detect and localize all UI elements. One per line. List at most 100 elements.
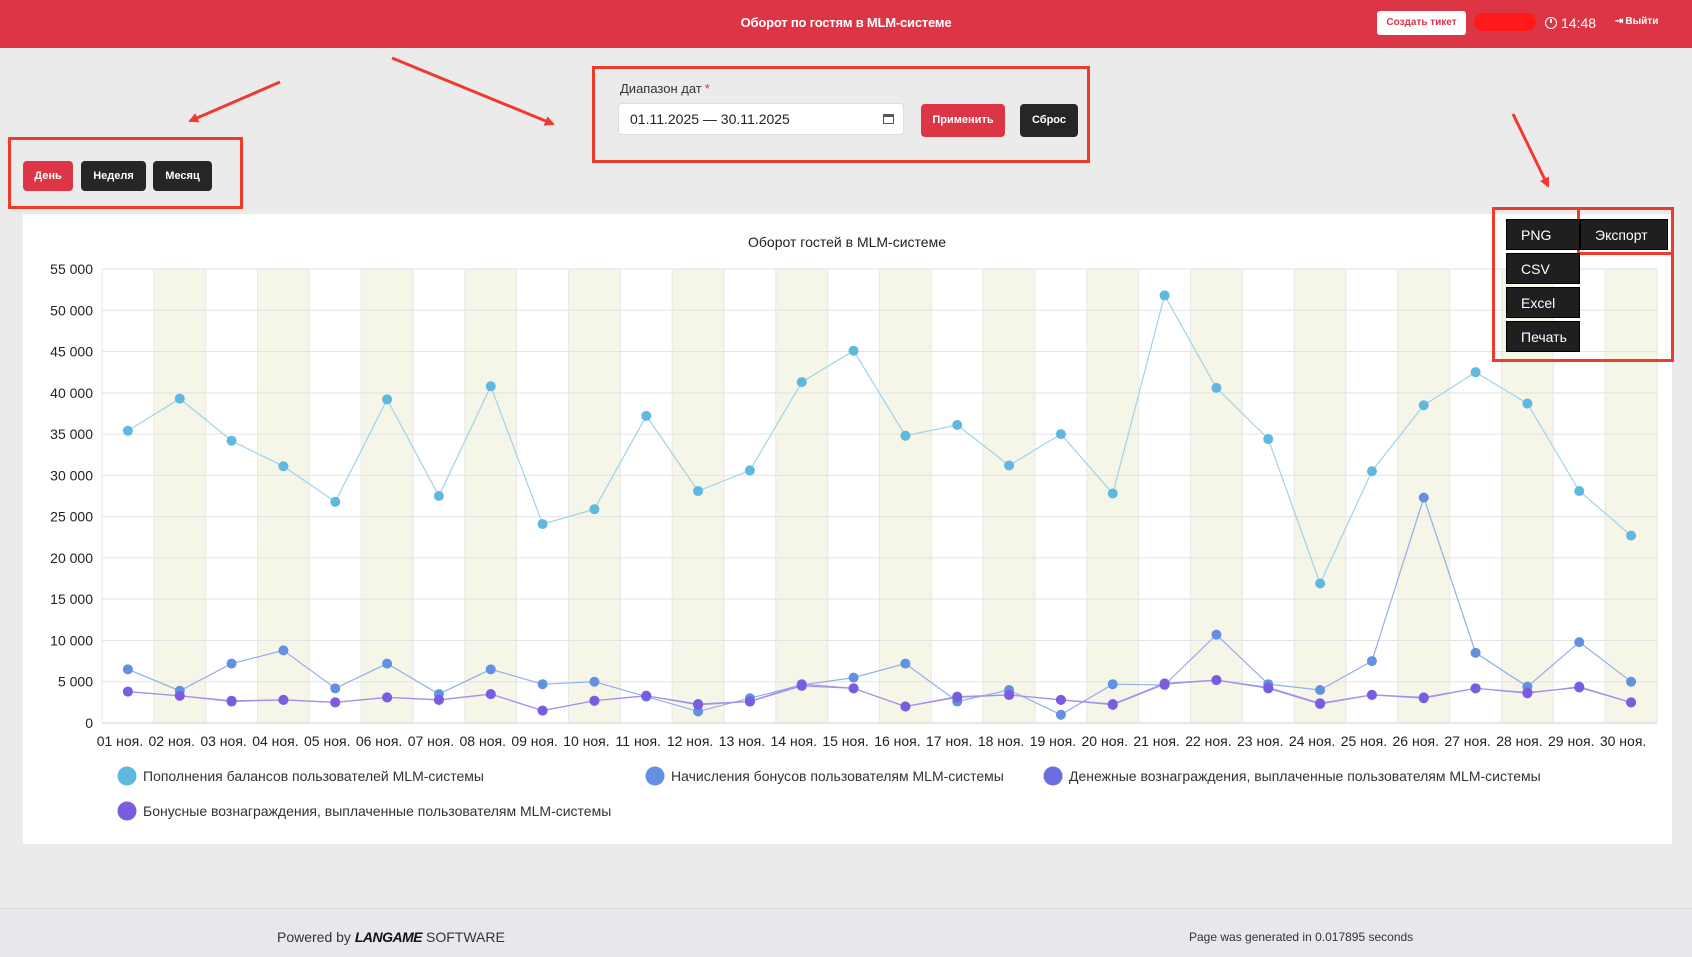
annotation-box-period bbox=[8, 137, 243, 209]
chart-band bbox=[568, 269, 621, 723]
series-line-2 bbox=[127, 495, 1632, 716]
data-point-s1 bbox=[1574, 486, 1585, 497]
data-point-s4 bbox=[848, 683, 859, 694]
generation-time: Page was generated in 0.017895 seconds bbox=[1189, 930, 1414, 944]
powered-prefix: Powered by bbox=[277, 929, 351, 945]
legend-marker-2 bbox=[645, 766, 665, 786]
user-badge[interactable] bbox=[1474, 13, 1536, 31]
data-point-s4 bbox=[226, 696, 237, 707]
data-point-s4 bbox=[1315, 699, 1326, 710]
y-tick-label: 10 000 bbox=[50, 632, 93, 648]
data-point-s1 bbox=[382, 394, 393, 405]
data-point-s4 bbox=[278, 694, 289, 705]
data-point-s1 bbox=[641, 410, 652, 421]
x-tick-label: 30 ноя. bbox=[1600, 733, 1646, 749]
data-point-s1 bbox=[174, 393, 185, 404]
export-excel-button[interactable]: Excel bbox=[1506, 287, 1580, 318]
data-point-s4 bbox=[589, 695, 600, 706]
data-point-s4 bbox=[1107, 699, 1118, 710]
chart-band bbox=[1294, 269, 1346, 723]
logout-label: Выйти bbox=[1625, 16, 1659, 27]
y-tick-label: 0 bbox=[85, 715, 93, 731]
data-point-s4 bbox=[796, 680, 807, 691]
data-point-s2 bbox=[1315, 684, 1326, 695]
data-point-s4 bbox=[1470, 683, 1481, 694]
chart-band bbox=[983, 269, 1035, 723]
export-png-button[interactable]: PNG bbox=[1506, 219, 1580, 250]
x-tick-label: 18 ноя. bbox=[978, 733, 1024, 749]
x-tick-label: 10 ноя. bbox=[563, 733, 609, 749]
page-title: Оборот по гостям в MLM-системе bbox=[740, 15, 952, 30]
export-print-button[interactable]: Печать bbox=[1506, 321, 1580, 352]
reset-button[interactable]: Сброс bbox=[1020, 104, 1078, 137]
data-point-s2 bbox=[485, 664, 496, 675]
x-tick-label: 02 ноя. bbox=[149, 733, 195, 749]
x-tick-label: 22 ноя. bbox=[1185, 733, 1231, 749]
data-point-s1 bbox=[1263, 434, 1274, 445]
chart-band bbox=[153, 269, 206, 723]
export-button[interactable]: Экспорт bbox=[1580, 219, 1668, 250]
data-point-s2 bbox=[1211, 629, 1222, 640]
y-tick-label: 5 000 bbox=[58, 674, 93, 690]
data-point-s1 bbox=[537, 519, 548, 530]
chart-band bbox=[464, 269, 517, 723]
data-point-s2 bbox=[330, 683, 341, 694]
chart-band bbox=[879, 269, 932, 723]
x-tick-label: 15 ноя. bbox=[822, 733, 868, 749]
date-range-label: Диапазон дат * bbox=[620, 81, 710, 96]
legend-marker-4 bbox=[117, 801, 137, 821]
date-range-input[interactable]: 01.11.2025 — 30.11.2025 bbox=[618, 103, 904, 135]
date-range-label-text: Диапазон дат bbox=[620, 81, 702, 96]
calendar-icon[interactable] bbox=[883, 114, 894, 124]
data-point-s4 bbox=[330, 697, 341, 708]
data-point-s1 bbox=[1159, 290, 1170, 301]
chart-band bbox=[1190, 269, 1243, 723]
y-tick-label: 30 000 bbox=[50, 467, 93, 483]
data-point-s1 bbox=[1004, 460, 1015, 471]
annotation-box-daterange bbox=[592, 66, 1090, 163]
x-tick-label: 29 ноя. bbox=[1548, 733, 1594, 749]
data-point-s1 bbox=[1626, 530, 1637, 541]
export-csv-button[interactable]: CSV bbox=[1506, 253, 1580, 284]
chart-svg: 0 5 000 10 000 15 000 20 000 25 000 30 000 35 0… bbox=[50, 234, 1658, 821]
data-point-s1 bbox=[900, 430, 911, 441]
x-tick-label: 19 ноя. bbox=[1030, 733, 1076, 749]
data-point-s4 bbox=[1159, 679, 1170, 690]
data-point-s4 bbox=[900, 701, 911, 712]
legend-marker-1 bbox=[117, 766, 137, 786]
data-point-s1 bbox=[1366, 466, 1377, 477]
x-tick-label: 14 ноя. bbox=[771, 733, 817, 749]
data-point-s2 bbox=[226, 658, 237, 669]
data-point-s1 bbox=[1315, 578, 1326, 589]
legend-label-1: Пополнения балансов пользователей MLM-си… bbox=[143, 768, 484, 784]
month-button[interactable]: Месяц bbox=[153, 161, 212, 191]
day-button[interactable]: День bbox=[23, 161, 73, 191]
data-point-s1 bbox=[485, 381, 496, 392]
legend-label-3: Денежные вознаграждения, выплаченные пол… bbox=[1069, 768, 1541, 784]
y-tick-label: 50 000 bbox=[50, 302, 93, 318]
x-tick-label: 16 ноя. bbox=[874, 733, 920, 749]
top-bar: Оборот по гостям в MLM-системе Создать т… bbox=[0, 0, 1692, 48]
series-line-1 bbox=[127, 293, 1632, 586]
x-tick-label: 27 ноя. bbox=[1444, 733, 1490, 749]
required-mark: * bbox=[704, 81, 710, 96]
date-range-value: 01.11.2025 — 30.11.2025 bbox=[630, 111, 790, 127]
data-point-s1 bbox=[796, 377, 807, 388]
x-tick-label: 21 ноя. bbox=[1133, 733, 1179, 749]
clock: 14:48 bbox=[1545, 15, 1596, 31]
data-point-s2 bbox=[122, 664, 133, 675]
series-line-4 bbox=[127, 679, 1632, 712]
apply-button[interactable]: Применить bbox=[921, 104, 1005, 137]
data-point-s4 bbox=[1263, 683, 1274, 694]
data-point-s1 bbox=[1470, 367, 1481, 378]
data-point-s1 bbox=[226, 435, 237, 446]
legend-label-4: Бонусные вознаграждения, выплаченные пол… bbox=[143, 803, 611, 819]
data-point-s4 bbox=[744, 696, 755, 707]
y-tick-label: 35 000 bbox=[50, 426, 93, 442]
data-point-s1 bbox=[433, 491, 444, 501]
x-tick-label: 08 ноя. bbox=[460, 733, 506, 749]
create-ticket-button[interactable]: Создать тикет bbox=[1377, 11, 1466, 35]
week-button[interactable]: Неделя bbox=[81, 161, 146, 191]
logout-link[interactable]: ⇥ Выйти bbox=[1615, 16, 1658, 27]
